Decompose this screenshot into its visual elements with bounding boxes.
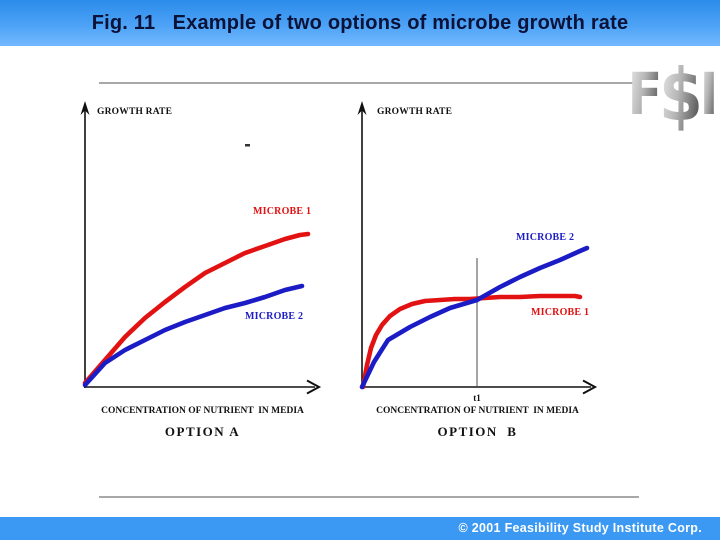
- y-axis-arrow-icon: [357, 101, 367, 115]
- y-axis-label: GROWTH RATE: [97, 107, 173, 117]
- microbe1-label: MICROBE 1: [531, 307, 590, 318]
- x-axis-label: CONCENTRATION OF NUTRIENT IN MEDIA: [376, 406, 579, 416]
- chart-b-canvas: [357, 101, 598, 395]
- chart-a-canvas: [80, 101, 322, 395]
- stray-dot: [245, 144, 250, 147]
- copyright-text: © 2001 Feasibility Study Institute Corp.: [458, 521, 702, 535]
- chart-option-b: GROWTH RATE MICROBE 2 MICROBE 1 t1 CONCE…: [350, 100, 605, 445]
- microbe2-label: MICROBE 2: [516, 232, 575, 243]
- chart-a-caption: OPTION A: [164, 424, 241, 439]
- microbe1-label: MICROBE 1: [253, 206, 312, 217]
- y-axis-label: GROWTH RATE: [377, 107, 453, 117]
- logo-dollar-icon: $: [658, 53, 703, 137]
- microbe2-curve: [359, 245, 590, 390]
- x-axis-arrow-icon: [582, 379, 598, 395]
- microbe1-curve: [360, 293, 583, 390]
- x-axis-arrow-icon: [306, 379, 322, 395]
- top-divider: [99, 82, 633, 84]
- logo-letter-i: I: [699, 60, 719, 128]
- microbe2-curve: [82, 283, 305, 388]
- x-axis-label: CONCENTRATION OF NUTRIENT IN MEDIA: [101, 406, 304, 416]
- microbe2-label: MICROBE 2: [245, 311, 304, 322]
- logo-letter-f: F: [627, 60, 663, 128]
- footer-bar: © 2001 Feasibility Study Institute Corp.: [0, 517, 720, 540]
- chart-option-a: GROWTH RATE MICROBE 1 MICROBE 2 CONCENTR…: [75, 100, 330, 445]
- bottom-divider: [99, 496, 639, 498]
- y-axis-arrow-icon: [80, 101, 90, 115]
- fsi-logo: F $ I: [628, 50, 719, 138]
- chart-b-caption: OPTION B: [437, 424, 518, 439]
- microbe1-curve: [82, 231, 311, 386]
- t1-label: t1: [473, 393, 481, 403]
- title-bar: Fig. 11 Example of two options of microb…: [0, 0, 720, 46]
- page-title: Fig. 11 Example of two options of microb…: [91, 12, 629, 34]
